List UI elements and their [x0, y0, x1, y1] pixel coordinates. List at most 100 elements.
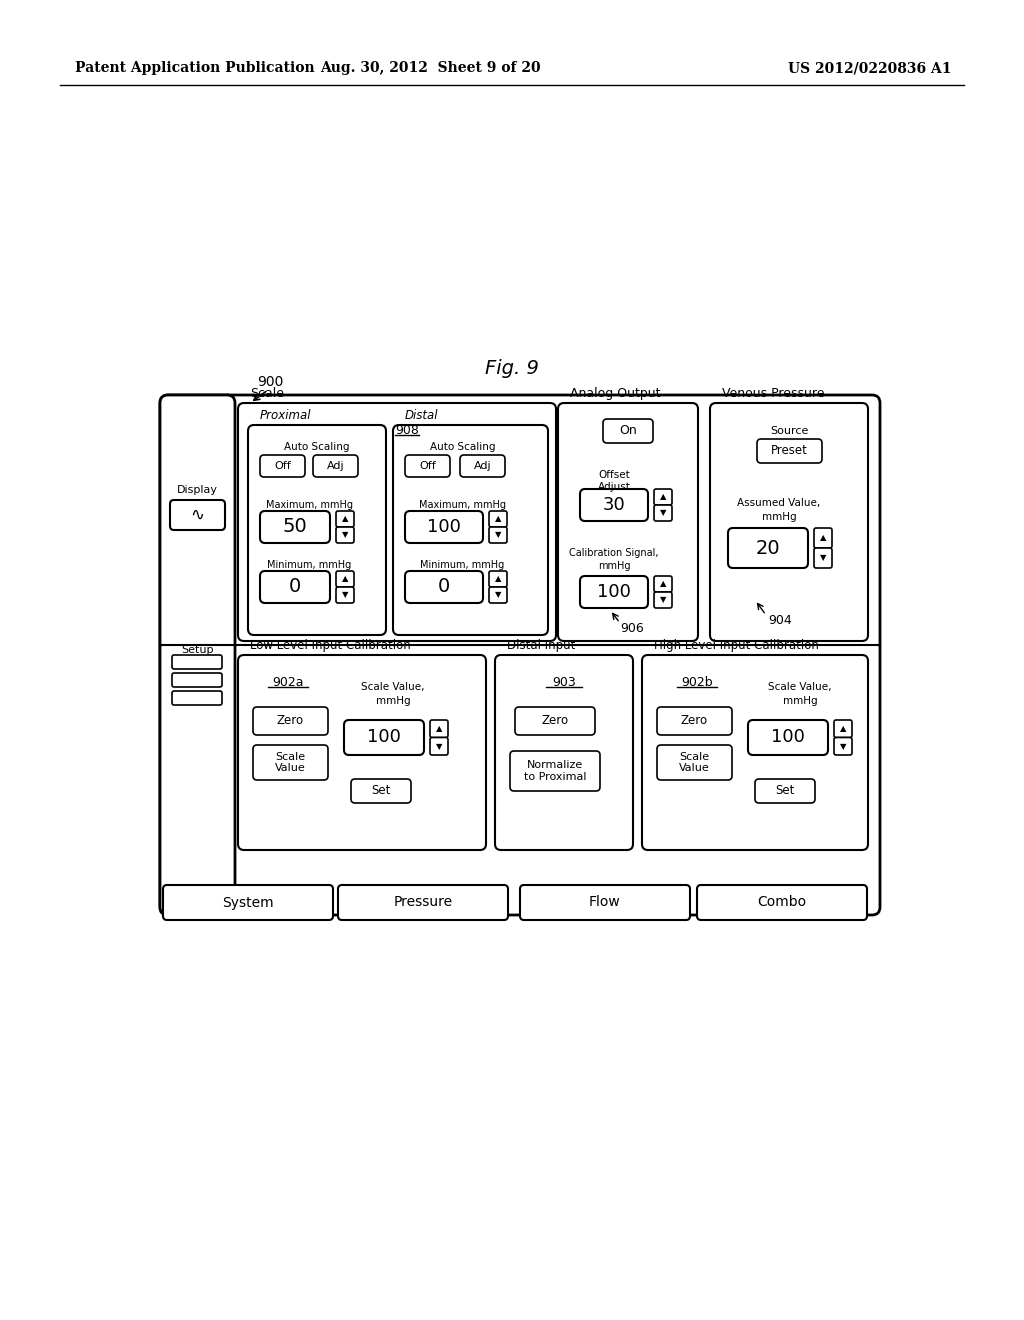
Text: Source: Source [770, 426, 808, 436]
Text: Adj: Adj [327, 461, 344, 471]
Text: Fig. 9: Fig. 9 [485, 359, 539, 378]
FancyBboxPatch shape [172, 690, 222, 705]
Text: Off: Off [419, 461, 436, 471]
Text: mmHg: mmHg [782, 696, 817, 706]
Text: 100: 100 [597, 583, 631, 601]
Text: ▲: ▲ [342, 574, 348, 583]
FancyBboxPatch shape [460, 455, 505, 477]
FancyBboxPatch shape [489, 572, 507, 587]
Text: Auto Scaling: Auto Scaling [430, 442, 496, 451]
Text: ▲: ▲ [840, 725, 846, 733]
FancyBboxPatch shape [430, 719, 449, 738]
Text: 0: 0 [438, 578, 451, 597]
Text: Zero: Zero [276, 714, 304, 727]
FancyBboxPatch shape [336, 572, 354, 587]
Text: Aug. 30, 2012  Sheet 9 of 20: Aug. 30, 2012 Sheet 9 of 20 [319, 61, 541, 75]
Text: Offset: Offset [598, 470, 630, 480]
Text: mmHg: mmHg [598, 561, 630, 572]
FancyBboxPatch shape [515, 708, 595, 735]
FancyBboxPatch shape [710, 403, 868, 642]
Text: Maximum, mmHg: Maximum, mmHg [265, 500, 352, 510]
Text: Scale
Value: Scale Value [679, 751, 710, 774]
FancyBboxPatch shape [489, 587, 507, 603]
Text: Assumed Value,: Assumed Value, [737, 498, 820, 508]
FancyBboxPatch shape [336, 511, 354, 527]
FancyBboxPatch shape [238, 403, 556, 642]
Text: Scale Value,: Scale Value, [768, 682, 831, 692]
Text: Scale
Value: Scale Value [275, 751, 306, 774]
Text: Analog Output: Analog Output [570, 387, 660, 400]
Text: Low Level Input Calibration: Low Level Input Calibration [250, 639, 411, 652]
Text: ▼: ▼ [495, 531, 502, 540]
FancyBboxPatch shape [170, 500, 225, 531]
FancyBboxPatch shape [697, 884, 867, 920]
FancyBboxPatch shape [654, 506, 672, 521]
FancyBboxPatch shape [172, 655, 222, 669]
Text: ▲: ▲ [659, 492, 667, 502]
Text: Distal Input: Distal Input [507, 639, 575, 652]
Text: Patent Application Publication: Patent Application Publication [75, 61, 314, 75]
Text: Flow: Flow [589, 895, 621, 909]
Text: 0: 0 [289, 578, 301, 597]
Text: 908: 908 [395, 425, 419, 437]
Text: ▼: ▼ [659, 595, 667, 605]
FancyBboxPatch shape [603, 418, 653, 444]
Text: US 2012/0220836 A1: US 2012/0220836 A1 [788, 61, 951, 75]
FancyBboxPatch shape [580, 488, 648, 521]
FancyBboxPatch shape [814, 528, 831, 548]
Text: Scale: Scale [250, 387, 284, 400]
FancyBboxPatch shape [160, 395, 234, 915]
Text: 100: 100 [427, 517, 461, 536]
Text: ∿: ∿ [190, 506, 204, 524]
Text: Proximal: Proximal [260, 409, 311, 422]
Text: ▼: ▼ [820, 553, 826, 562]
Text: ▼: ▼ [436, 742, 442, 751]
FancyBboxPatch shape [834, 738, 852, 755]
Text: ▲: ▲ [495, 515, 502, 524]
Text: Auto Scaling: Auto Scaling [285, 442, 350, 451]
Text: Zero: Zero [681, 714, 708, 727]
Text: Minimum, mmHg: Minimum, mmHg [421, 560, 505, 570]
Text: 900: 900 [257, 375, 284, 389]
Text: ▲: ▲ [495, 574, 502, 583]
FancyBboxPatch shape [510, 751, 600, 791]
Text: Minimum, mmHg: Minimum, mmHg [267, 560, 351, 570]
FancyBboxPatch shape [163, 884, 333, 920]
Text: System: System [222, 895, 273, 909]
FancyBboxPatch shape [657, 744, 732, 780]
Text: Set: Set [775, 784, 795, 797]
FancyBboxPatch shape [336, 527, 354, 543]
FancyBboxPatch shape [406, 455, 450, 477]
Text: Preset: Preset [771, 445, 808, 458]
FancyBboxPatch shape [260, 511, 330, 543]
FancyBboxPatch shape [654, 576, 672, 591]
Text: On: On [620, 425, 637, 437]
FancyBboxPatch shape [406, 511, 483, 543]
Text: 20: 20 [756, 539, 780, 557]
Text: Display: Display [176, 484, 217, 495]
Text: Calibration Signal,: Calibration Signal, [569, 548, 658, 558]
Text: 902b: 902b [681, 676, 713, 689]
FancyBboxPatch shape [495, 655, 633, 850]
Text: mmHg: mmHg [762, 512, 797, 521]
Text: Adj: Adj [474, 461, 492, 471]
FancyBboxPatch shape [260, 455, 305, 477]
Text: ▲: ▲ [436, 725, 442, 733]
Text: ▲: ▲ [820, 533, 826, 543]
FancyBboxPatch shape [489, 511, 507, 527]
FancyBboxPatch shape [338, 884, 508, 920]
FancyBboxPatch shape [160, 395, 880, 915]
Text: Pressure: Pressure [393, 895, 453, 909]
FancyBboxPatch shape [748, 719, 828, 755]
FancyBboxPatch shape [558, 403, 698, 642]
Text: 902a: 902a [272, 676, 304, 689]
FancyBboxPatch shape [654, 591, 672, 609]
FancyBboxPatch shape [580, 576, 648, 609]
FancyBboxPatch shape [406, 572, 483, 603]
FancyBboxPatch shape [757, 440, 822, 463]
Text: High Level Input Calibration: High Level Input Calibration [654, 639, 819, 652]
FancyBboxPatch shape [172, 673, 222, 686]
FancyBboxPatch shape [642, 655, 868, 850]
Text: ▼: ▼ [342, 590, 348, 599]
Text: Adjust: Adjust [598, 482, 631, 492]
